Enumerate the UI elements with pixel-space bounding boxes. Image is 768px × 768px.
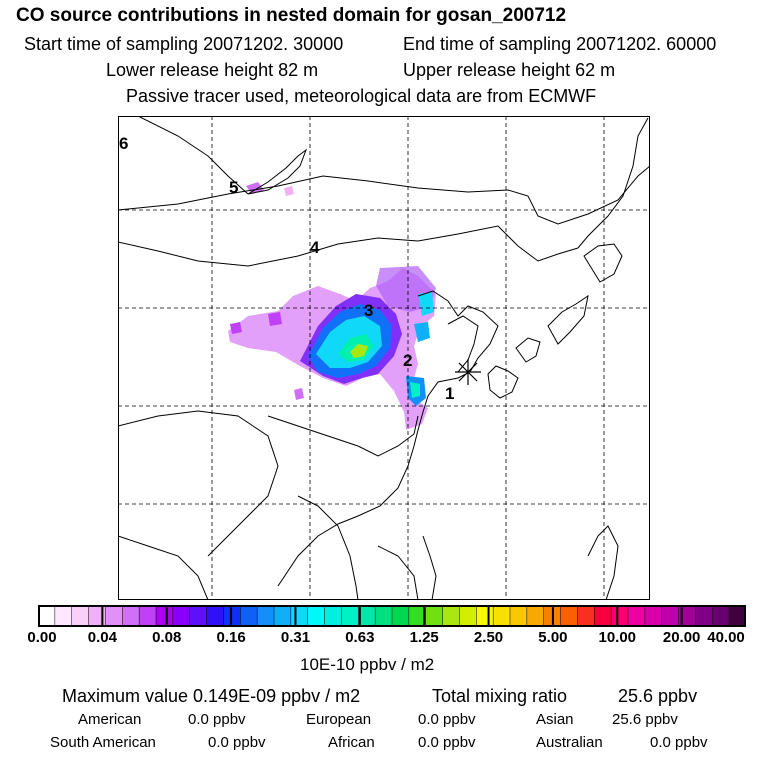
region-label-2: 2 (403, 351, 412, 370)
colorbar-units-label: 10E-10 ppbv / m2 (300, 655, 435, 674)
region-label-4: 4 (310, 238, 320, 257)
colorbar-tick-label: 2.50 (473, 629, 504, 646)
info-label: Passive tracer used, meteorological data… (126, 86, 597, 106)
colorbar-cell (256, 605, 275, 627)
colorbar-cell (273, 605, 292, 627)
colorbar-cell (38, 605, 56, 627)
colorbar-cell (307, 605, 326, 627)
colorbar-cell (661, 605, 680, 627)
colorbar-cell (374, 605, 393, 627)
colorbar-tick-label: 0.63 (345, 629, 375, 646)
region-value-australian: 0.0 ppbv (650, 734, 708, 751)
colorbar-cell (172, 605, 191, 627)
region-value-american: 0.0 ppbv (188, 711, 246, 728)
colorbar-cell (459, 605, 477, 627)
colorbar-cell (728, 605, 746, 627)
region-label-5: 5 (229, 178, 238, 197)
colorbar-cell (695, 605, 713, 627)
colorbar-cell (627, 605, 646, 627)
colorbar-cell (341, 605, 359, 627)
colorbar-cell (71, 605, 90, 627)
start-time-label: Start time of sampling 20071202. 30000 (24, 34, 344, 54)
receptor-star-icon (455, 359, 481, 385)
region-label-3: 3 (364, 301, 373, 320)
colorbar (38, 605, 746, 627)
region-label-1: 1 (445, 384, 454, 403)
colorbar-cell (324, 605, 342, 627)
region-value-south-american: 0.0 ppbv (208, 734, 266, 751)
colorbar-cell (155, 605, 174, 627)
colorbar-cell (476, 605, 494, 627)
region-name-south-american: South American (50, 734, 156, 751)
region-value-european: 0.0 ppbv (418, 711, 476, 728)
colorbar-cell (105, 605, 123, 627)
region-name-american: American (78, 711, 142, 728)
concentration-plume (228, 182, 436, 430)
colorbar-cell (54, 605, 73, 627)
total-mixing-value: 25.6 ppbv (618, 686, 698, 706)
plot-title: CO source contributions in nested domain… (16, 5, 567, 26)
colorbar-tick-label: 10.00 (598, 629, 637, 646)
colorbar-tick-label: 1.25 (409, 629, 439, 646)
colorbar-cell (509, 605, 528, 627)
colorbar-tick-label: 0.08 (152, 629, 182, 646)
colorbar-cell (594, 605, 612, 627)
colorbar-cell (442, 605, 460, 627)
colorbar-cell (526, 605, 545, 627)
colorbar-cell (492, 605, 511, 627)
colorbar-cell (391, 605, 410, 627)
region-name-australian: Australian (536, 734, 603, 751)
max-value-label: Maximum value 0.149E-09 ppbv / m2 (62, 686, 361, 706)
colorbar-cell (206, 605, 224, 627)
colorbar-cell (122, 605, 140, 627)
colorbar-tick-label: 20.00 (662, 629, 701, 646)
colorbar-cell (712, 605, 730, 627)
colorbar-cell (577, 605, 595, 627)
region-value-african: 0.0 ppbv (418, 734, 476, 751)
region-name-european: European (306, 711, 372, 728)
colorbar-tick-label: 5.00 (538, 629, 568, 646)
colorbar-tick-label: 40.00 (707, 629, 745, 646)
map-panel: 1 2 3 4 5 6 (118, 116, 650, 600)
colorbar-cell (290, 605, 309, 627)
colorbar-tick-label: 0.16 (216, 629, 246, 646)
colorbar-cell (610, 605, 629, 627)
colorbar-tick-label: 0.00 (27, 629, 57, 646)
colorbar-cell (560, 605, 578, 627)
colorbar-cell (138, 605, 157, 627)
region-value-asian: 25.6 ppbv (612, 711, 678, 728)
lower-release-label: Lower release height 82 m (106, 60, 319, 80)
upper-release-label: Upper release height 62 m (403, 60, 616, 80)
colorbar-cell (189, 605, 208, 627)
total-mixing-label: Total mixing ratio (432, 686, 568, 706)
colorbar-tick-label: 0.04 (87, 629, 117, 646)
region-label-6: 6 (119, 134, 128, 153)
region-name-asian: Asian (536, 711, 574, 728)
end-time-label: End time of sampling 20071202. 60000 (403, 34, 717, 54)
region-name-african: African (328, 734, 375, 751)
colorbar-tick-label: 0.31 (280, 629, 311, 646)
lat-lon-grid (118, 116, 650, 600)
colorbar-cell (644, 605, 663, 627)
colorbar-cell (425, 605, 444, 627)
colorbar-cell (358, 605, 376, 627)
colorbar-cell (240, 605, 258, 627)
